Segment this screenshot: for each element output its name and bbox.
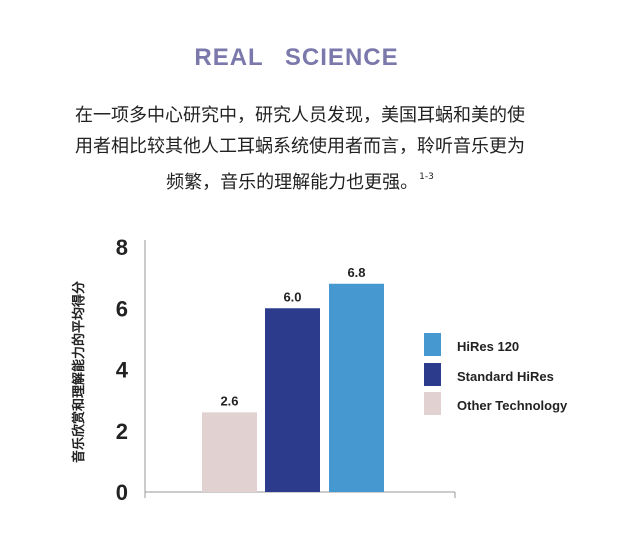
legend-swatch [424,392,441,415]
legend-label: Other Technology [457,398,568,413]
intro-line-3-text: 频繁，音乐的理解能力也更强。 [166,172,419,193]
y-tick-label: 2 [116,419,128,444]
intro-paragraph: 在一项多中心研究中，研究人员发现，美国耳蜗和美的使 用者相比较其他人工耳蜗系统使… [40,100,560,198]
bar [202,412,257,492]
bar-value-label: 6.0 [283,289,301,304]
y-tick-label: 8 [116,235,128,260]
y-tick-label: 4 [116,358,129,383]
bar-value-label: 2.6 [220,393,238,408]
y-axis-label: 音乐欣赏和理解能力的平均得分 [71,281,87,463]
legend-swatch [424,363,441,386]
intro-line-3: 频繁，音乐的理解能力也更强。1-3 [40,162,560,198]
bar-value-label: 6.8 [347,265,365,280]
y-tick-label: 0 [116,480,128,505]
bar [265,308,320,492]
legend-swatch [424,333,441,356]
footnote-reference: 1-3 [419,172,434,182]
intro-line-2: 用者相比较其他人工耳蜗系统使用者而言，聆听音乐更为 [75,136,525,157]
legend-label: Standard HiRes [457,369,554,384]
y-tick-label: 6 [116,296,128,321]
bar [329,283,384,492]
page-title: REAL SCIENCE [194,44,399,71]
intro-line-1: 在一项多中心研究中，研究人员发现，美国耳蜗和美的使 [75,105,525,126]
legend-label: HiRes 120 [457,339,519,354]
